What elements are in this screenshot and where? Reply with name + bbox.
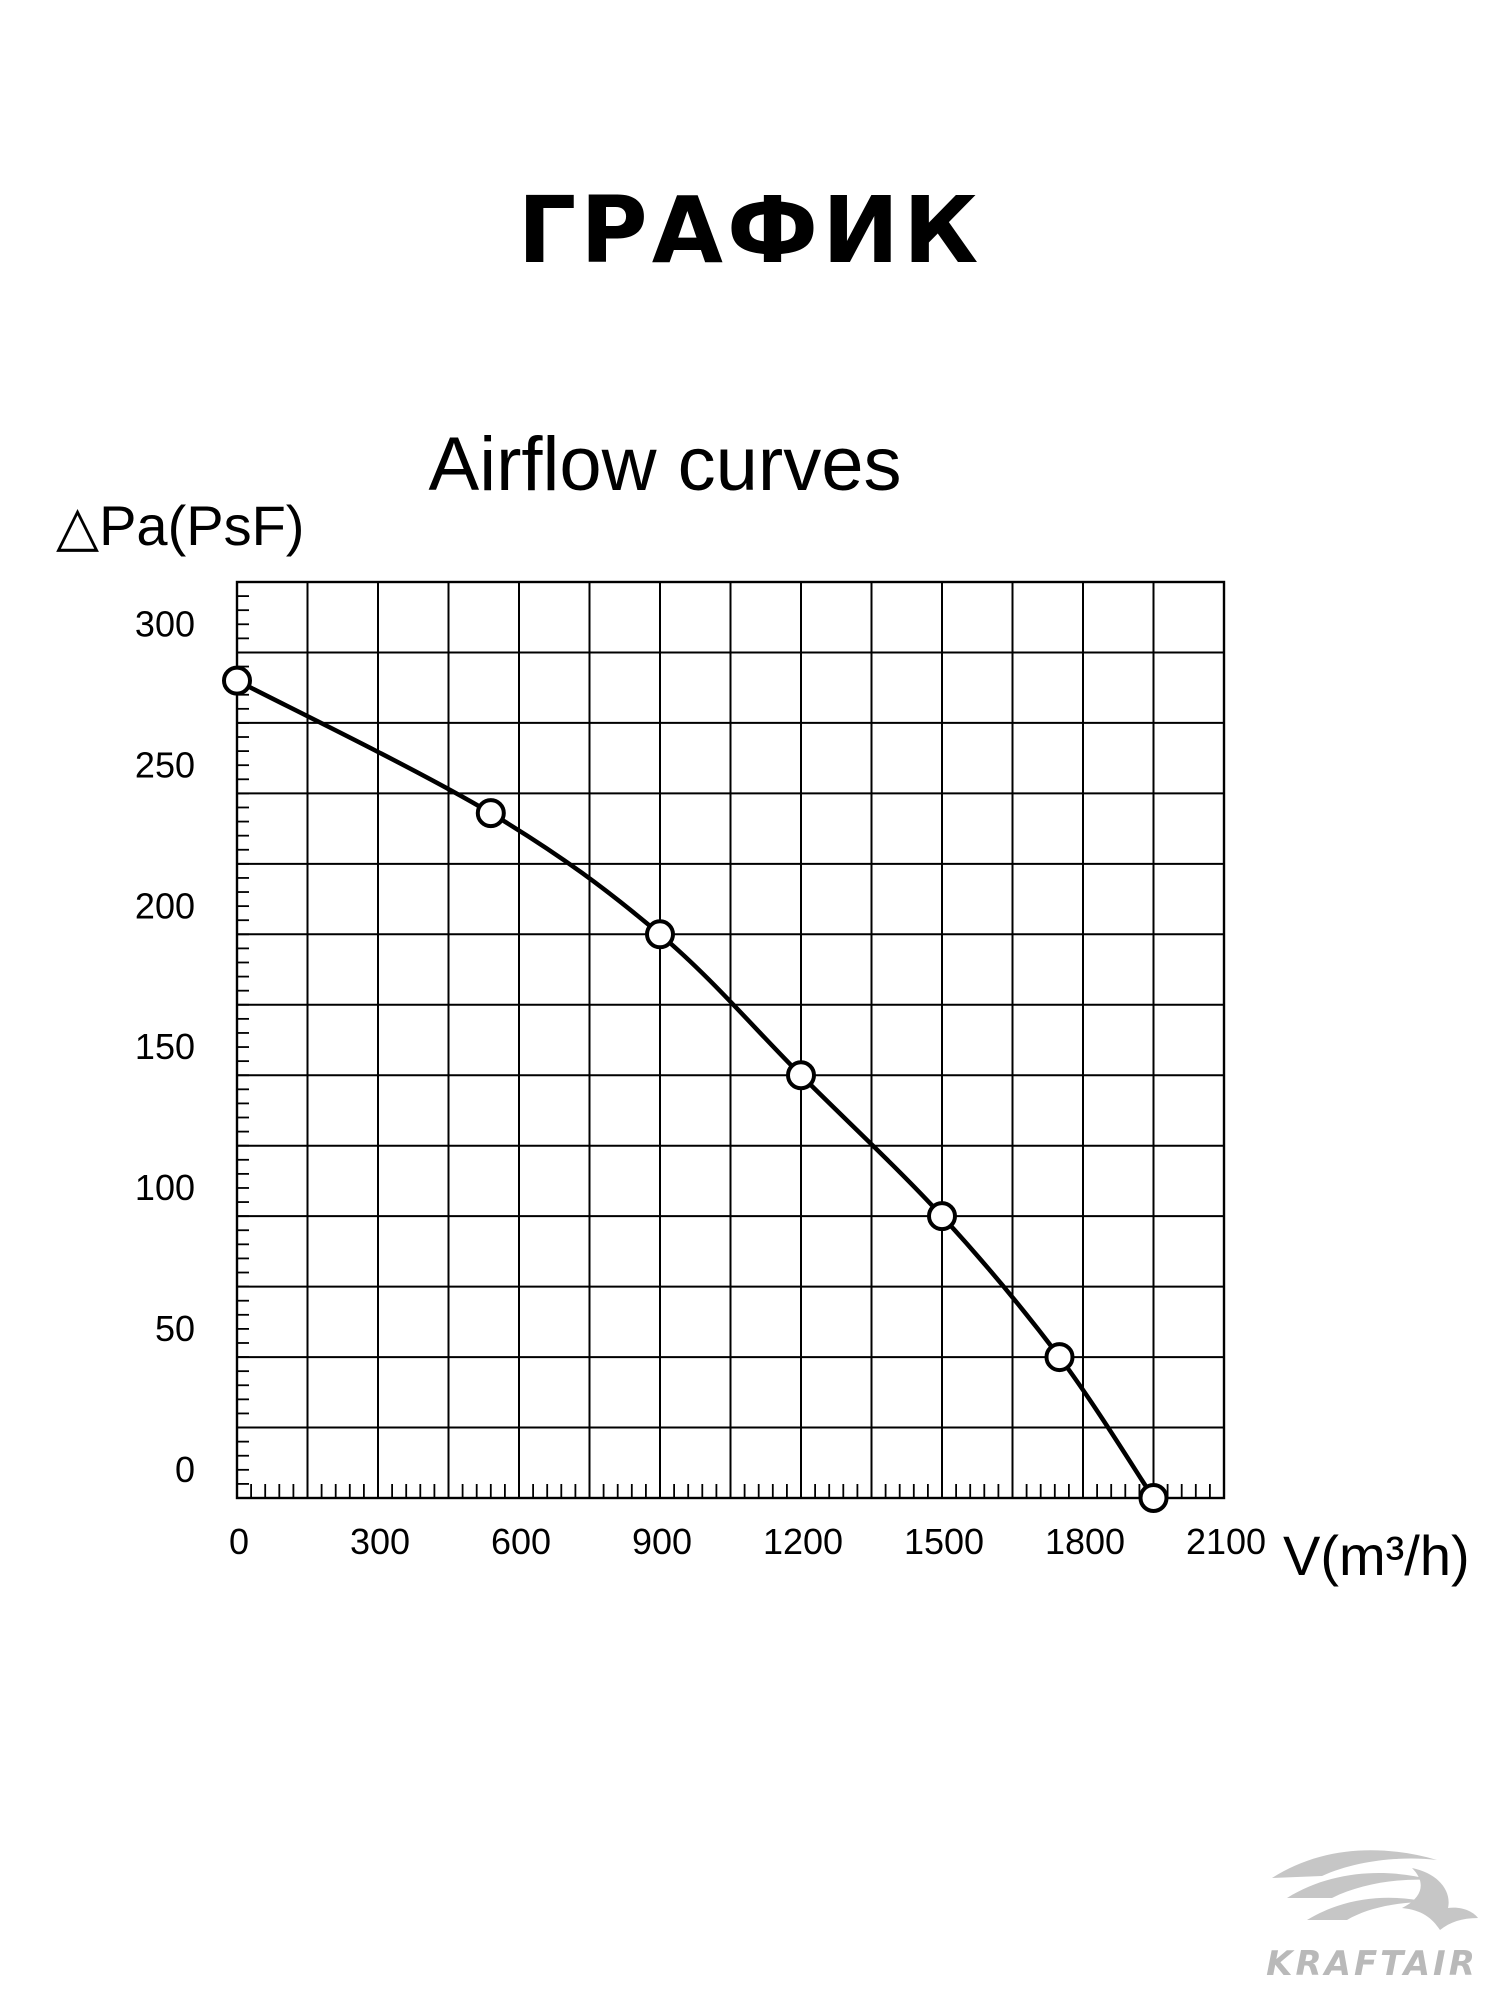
data-point-markers xyxy=(222,665,1169,1513)
kraftair-logo-text: KRAFTAIR xyxy=(1266,1944,1478,1984)
data-point-marker xyxy=(786,1060,816,1091)
x-tick-label: 1800 xyxy=(1045,1521,1125,1562)
data-point-marker xyxy=(1044,1342,1075,1373)
airflow-curve-line xyxy=(234,678,1156,1501)
x-axis-label: V(m³/h) xyxy=(1283,1524,1470,1587)
x-tick-label: 600 xyxy=(491,1521,551,1562)
y-tick-label: 250 xyxy=(135,744,195,785)
x-tick-label: 300 xyxy=(350,1521,410,1562)
y-tick-label: 100 xyxy=(135,1167,195,1208)
x-tick-label: 1500 xyxy=(904,1521,984,1562)
y-tick-label: 50 xyxy=(155,1308,195,1349)
y-tick-labels: 0 50 100 150 200 250 300 xyxy=(135,603,195,1490)
x-tick-label: 900 xyxy=(632,1521,692,1562)
data-point-marker xyxy=(1138,1483,1169,1513)
kraftair-logo: KRAFTAIR xyxy=(1262,1838,1482,1988)
data-point-marker xyxy=(645,919,675,950)
kraftair-eagle-icon xyxy=(1272,1850,1478,1930)
y-axis-label: △Pa(PsF) xyxy=(56,494,304,557)
chart-grid xyxy=(235,580,1226,1500)
y-tick-label: 0 xyxy=(175,1449,195,1490)
x-tick-label: 1200 xyxy=(763,1521,843,1562)
x-tick-label: 0 xyxy=(229,1521,249,1562)
minor-ticks xyxy=(236,581,1225,1499)
y-tick-label: 200 xyxy=(135,885,195,926)
chart-title: Airflow curves xyxy=(429,422,902,507)
page-heading: ГРАФИК xyxy=(517,177,983,284)
data-point-marker xyxy=(222,665,252,696)
x-tick-labels: 0 300 600 900 1200 1500 1800 2100 xyxy=(229,1521,1266,1562)
y-tick-label: 300 xyxy=(135,603,195,644)
data-point-marker xyxy=(475,798,506,829)
x-tick-label: 2100 xyxy=(1186,1521,1266,1562)
y-tick-label: 150 xyxy=(135,1026,195,1067)
data-point-marker xyxy=(927,1201,957,1232)
